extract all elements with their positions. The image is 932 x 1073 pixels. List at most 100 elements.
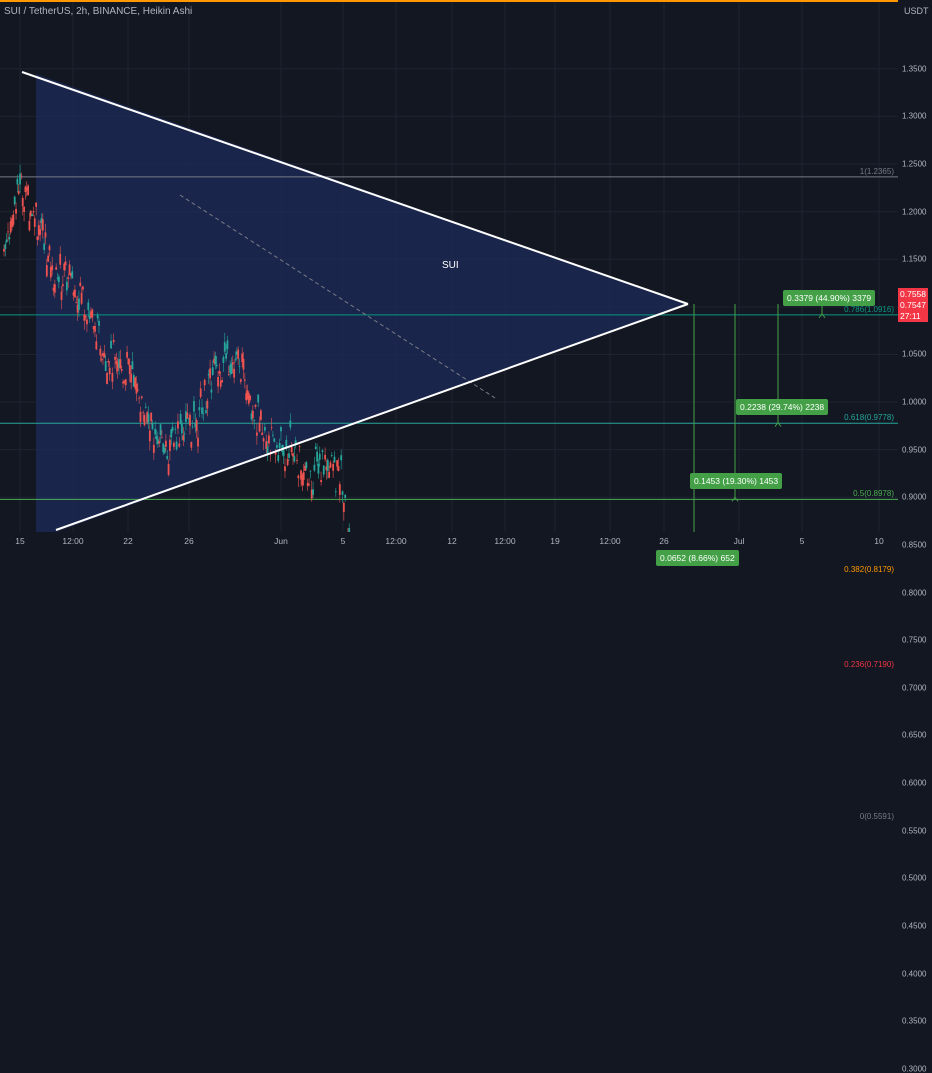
candle-body <box>7 231 9 233</box>
candle-body <box>139 411 142 423</box>
time-axis[interactable] <box>0 532 932 550</box>
candle-body <box>128 365 131 375</box>
candle-body <box>150 412 153 422</box>
candle-body <box>47 255 50 262</box>
candle-body <box>68 264 71 275</box>
candle-body <box>226 340 229 350</box>
y-tick-label: 1.2000 <box>902 207 927 217</box>
top-range-line <box>0 0 932 2</box>
candle-body <box>285 439 288 448</box>
candle-body <box>280 427 282 432</box>
candle-body <box>8 237 11 240</box>
candle-body <box>225 353 228 359</box>
candle-body <box>255 432 258 436</box>
candle-body <box>140 396 143 398</box>
candle-body <box>79 282 82 287</box>
candle-body <box>173 442 175 447</box>
candle-body <box>329 462 332 468</box>
candle-body <box>198 407 201 411</box>
x-tick-label: 26 <box>659 536 669 546</box>
candle-body <box>302 472 305 481</box>
measurement-label[interactable]: 0.1453 (19.30%) 1453 <box>690 473 783 490</box>
candle-body <box>203 379 206 386</box>
triangle-upper-line[interactable] <box>21 71 689 305</box>
x-tick-label: 12 <box>447 536 457 546</box>
candle-body <box>209 368 211 379</box>
candle-body <box>305 462 308 469</box>
candle-body <box>217 376 219 387</box>
candle-body <box>300 470 302 480</box>
candle-body <box>158 441 161 444</box>
countdown-label: 27:11 <box>898 310 928 322</box>
candle-body <box>206 400 209 409</box>
y-tick-label: 1.0000 <box>902 397 927 407</box>
candle-body <box>122 381 124 384</box>
candle-body <box>56 277 59 279</box>
candle-body <box>250 413 253 420</box>
x-tick-label: 15 <box>15 536 25 546</box>
candle-body <box>154 428 157 435</box>
measurement-label[interactable]: 0.0652 (8.66%) 652 <box>656 549 739 566</box>
candle-body <box>293 456 296 462</box>
close-price-label: 0.7547 <box>898 299 928 311</box>
measurement-label[interactable]: 0.2238 (29.74%) 2238 <box>736 398 829 415</box>
candle-body <box>312 489 314 495</box>
candle-body <box>49 267 52 278</box>
x-tick-label: Jul <box>733 536 745 546</box>
triangle-lower-line[interactable] <box>55 303 689 531</box>
candle-body <box>276 445 278 448</box>
candle-body <box>82 286 84 290</box>
candle-body <box>268 435 270 444</box>
candle-body <box>65 281 68 291</box>
candle-body <box>247 393 250 404</box>
candle-body <box>108 367 111 375</box>
price-axis[interactable] <box>898 0 932 550</box>
candle-body <box>143 415 146 426</box>
candle-body <box>167 463 170 475</box>
candle-body <box>182 435 185 441</box>
measurement-label[interactable]: 0.3379 (44.90%) 3379 <box>783 289 876 306</box>
chart-canvas[interactable] <box>0 0 932 550</box>
candle-body <box>118 359 120 368</box>
candle-body <box>96 315 99 318</box>
candle-body <box>120 369 123 371</box>
candle-body <box>333 456 336 463</box>
candle-body <box>94 326 96 332</box>
candle-body <box>130 373 133 383</box>
y-tick-label: 0.3500 <box>902 1016 927 1026</box>
candle-body <box>288 453 290 458</box>
sui-annotation[interactable]: SUI <box>442 260 459 271</box>
candle-body <box>241 353 244 363</box>
candle-body <box>31 214 33 217</box>
y-tick-label: 0.5500 <box>902 826 927 836</box>
candle-body <box>231 362 234 365</box>
current-price-label: 0.7558 <box>898 288 928 300</box>
y-tick-label: 1.2500 <box>902 159 927 169</box>
candle-body <box>55 267 58 270</box>
candle-body <box>249 395 252 400</box>
candle-body <box>199 388 202 397</box>
candle-body <box>67 277 70 279</box>
candle-body <box>25 188 28 190</box>
candle-body <box>338 484 341 496</box>
fib-level-label: 0.618(0.9778) <box>844 413 894 423</box>
candle-body <box>185 411 187 422</box>
candle-body <box>151 422 154 430</box>
candle-body <box>341 491 344 495</box>
x-tick-label: 5 <box>340 536 346 546</box>
candle-body <box>123 380 126 383</box>
candle-body <box>92 325 95 330</box>
y-tick-label: 1.3500 <box>902 64 927 74</box>
candle-body <box>230 363 233 375</box>
candle-body <box>78 298 80 310</box>
candle-body <box>52 287 55 291</box>
candle-body <box>237 349 240 359</box>
x-tick-label: 10 <box>874 536 884 546</box>
candle-body <box>334 491 337 493</box>
candle-body <box>328 471 331 478</box>
candle-body <box>40 218 43 223</box>
candle-body <box>324 454 327 460</box>
candle-body <box>175 441 178 450</box>
symbol-title[interactable]: SUI / TetherUS, 2h, BINANCE, Heikin Ashi <box>4 6 193 17</box>
candle-body <box>239 379 242 382</box>
